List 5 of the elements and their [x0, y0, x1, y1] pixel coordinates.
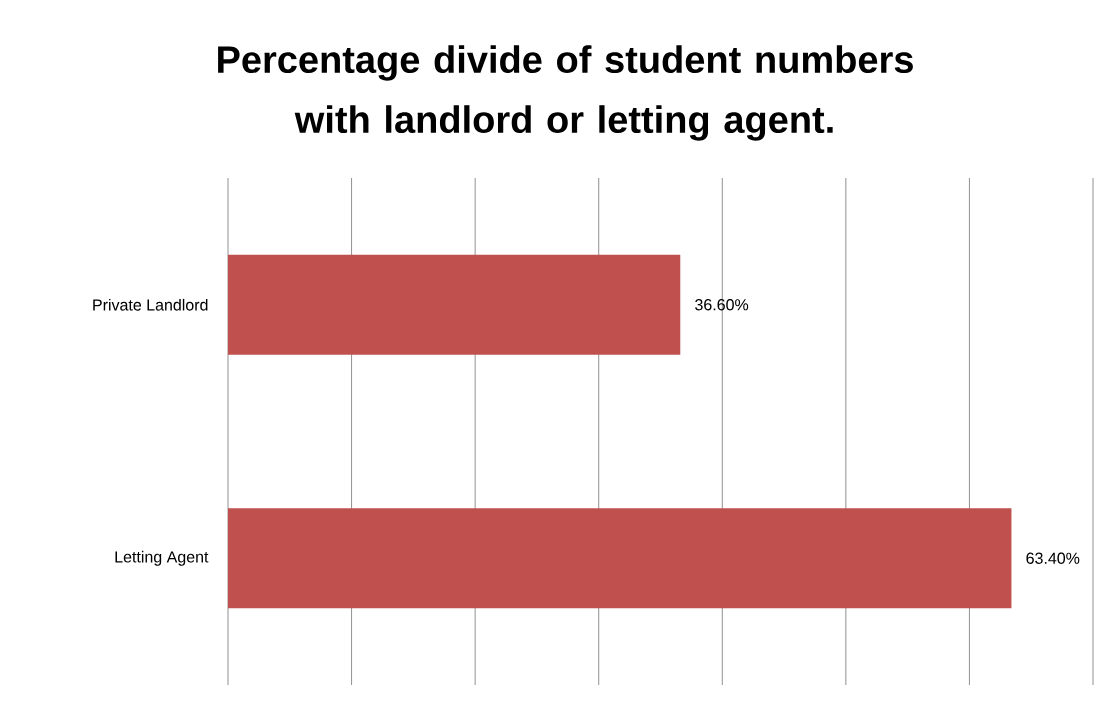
data-label: 63.40% [1026, 552, 1080, 564]
chart-title: Percentage divide of student numbers with landlord or letting agent. [218, 45, 913, 141]
y-tick-label: Letting Agent [115, 550, 209, 566]
y-tick-label: Private Landlord [93, 298, 208, 311]
data-label: 36.60% [695, 299, 749, 311]
